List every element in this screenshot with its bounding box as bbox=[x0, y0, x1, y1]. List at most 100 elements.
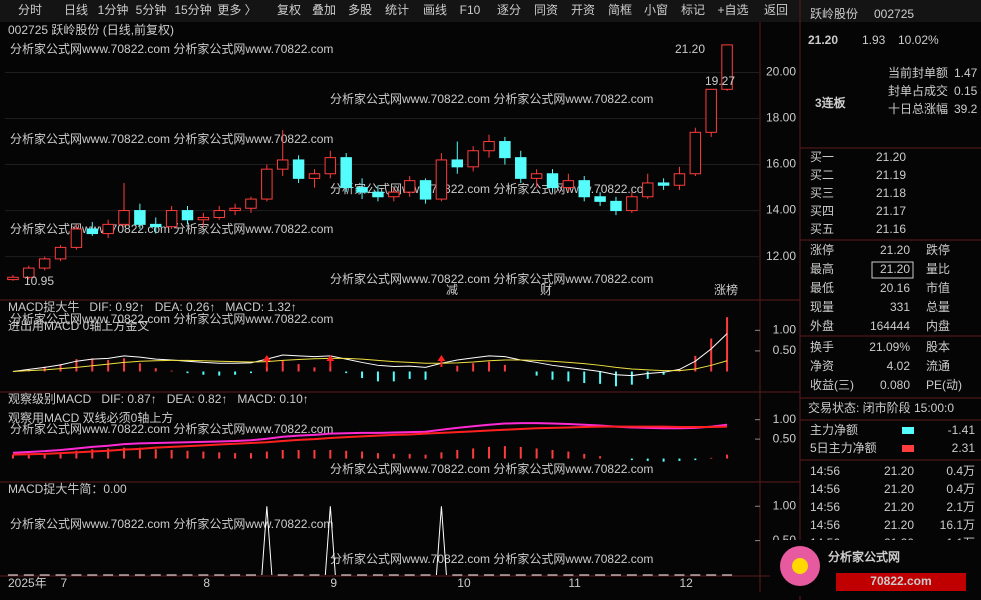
trade-status: 交易状态: 闭市阶段 15:00:0 bbox=[808, 400, 954, 415]
cell-label: 总量 bbox=[926, 300, 950, 314]
annotation: 19.27 bbox=[705, 74, 735, 88]
cell-value: 21.20 bbox=[880, 262, 910, 276]
candle-body bbox=[515, 157, 527, 179]
y-tick-label: 0.50 bbox=[773, 431, 797, 445]
candle-body bbox=[213, 210, 225, 218]
price: 21.20 bbox=[808, 33, 838, 47]
stat-value: 0.15 bbox=[954, 84, 978, 98]
candle-body bbox=[54, 246, 67, 260]
cell-label: 内盘 bbox=[926, 318, 950, 333]
toolbar-tab[interactable]: 统计 bbox=[385, 3, 409, 17]
toolbar-tab[interactable]: 1分钟 bbox=[98, 2, 129, 17]
toolbar-tab[interactable]: 开资 bbox=[571, 3, 595, 17]
candle-body bbox=[197, 216, 210, 221]
candle-body bbox=[118, 210, 130, 225]
candle-body bbox=[181, 210, 194, 221]
candle-body bbox=[372, 191, 384, 198]
tick-vol: 0.4万 bbox=[946, 464, 975, 478]
x-tick-label: 10 bbox=[457, 576, 471, 590]
pct: 10.02% bbox=[898, 33, 939, 47]
candle-body bbox=[626, 196, 638, 212]
toolbar-tab[interactable]: F10 bbox=[460, 3, 481, 17]
toolbar-tab[interactable]: 多股 bbox=[348, 3, 372, 17]
annotation: 21.20 bbox=[675, 42, 705, 56]
candle-body bbox=[388, 191, 400, 198]
signal-arrow bbox=[326, 355, 335, 367]
watermark: 分析家公式网www.70822.com 分析家公式网www.70822.com bbox=[10, 421, 333, 436]
x-tick-label: 2025年 bbox=[8, 576, 47, 590]
toolbar-tab[interactable]: 15分钟 bbox=[174, 2, 211, 17]
streak: 3连板 bbox=[815, 95, 847, 110]
toolbar-tab[interactable]: 逐分 bbox=[497, 3, 521, 17]
candle-body bbox=[435, 159, 448, 200]
toolbar-tab[interactable]: 复权 bbox=[277, 3, 301, 17]
toolbar-tab[interactable]: 5分钟 bbox=[136, 2, 167, 17]
logo-flower-center bbox=[792, 558, 808, 574]
candle-body bbox=[86, 228, 99, 235]
candle-body bbox=[530, 173, 543, 179]
toolbar-tab[interactable]: 更多 〉 bbox=[217, 3, 256, 17]
stat-value: 1.47 bbox=[954, 66, 978, 80]
y-tick-label: 20.00 bbox=[766, 65, 796, 79]
flow-label: 5日主力净额 bbox=[810, 441, 877, 455]
candle-body bbox=[657, 182, 670, 186]
bid-label: 买三 bbox=[810, 186, 834, 200]
toolbar-tab[interactable]: 标记 bbox=[681, 3, 705, 17]
tick-time: 14:56 bbox=[810, 500, 840, 514]
y-tick-label: 18.00 bbox=[766, 111, 796, 125]
tick-price: 21.20 bbox=[884, 464, 914, 478]
bid-label: 买二 bbox=[810, 168, 834, 182]
tick-price: 21.20 bbox=[884, 518, 914, 532]
candle-body bbox=[403, 180, 416, 193]
toolbar-tab[interactable]: 小窗 bbox=[644, 3, 668, 17]
cell-label: 市值 bbox=[926, 280, 950, 295]
cell-label: 现量 bbox=[810, 300, 834, 314]
cell-value: 4.02 bbox=[887, 359, 911, 373]
cell-label: 股本 bbox=[926, 340, 950, 354]
toolbar-tab[interactable]: 分时 bbox=[18, 3, 42, 17]
tick-time: 14:56 bbox=[810, 482, 840, 496]
cell-value: 0.080 bbox=[880, 378, 910, 392]
toolbar-tab[interactable]: +自选 bbox=[717, 3, 748, 17]
logo-url: 70822.com bbox=[870, 574, 931, 588]
candle-body bbox=[483, 141, 495, 152]
panel-header: DEA: 0.82↑ bbox=[167, 392, 228, 406]
toolbar-tab[interactable]: 画线 bbox=[423, 3, 447, 17]
candle-body bbox=[70, 228, 83, 248]
candle-body bbox=[276, 159, 289, 170]
candle-body bbox=[356, 187, 368, 193]
event-tag: 减 bbox=[446, 283, 458, 297]
toolbar-tab[interactable]: 简框 bbox=[608, 3, 632, 17]
candle-body bbox=[229, 207, 241, 212]
toolbar-tab[interactable]: 同资 bbox=[534, 3, 558, 17]
cell-label: 跌停 bbox=[926, 242, 950, 257]
toolbar-tab[interactable]: 叠加 bbox=[312, 3, 336, 17]
x-tick-label: 7 bbox=[61, 576, 68, 590]
candle-body bbox=[451, 159, 464, 168]
stat-value: 39.2 bbox=[954, 102, 978, 116]
candle-body bbox=[610, 200, 622, 212]
tick-time: 14:56 bbox=[810, 464, 840, 478]
cell-value: 164444 bbox=[870, 319, 910, 333]
bid-price: 21.17 bbox=[876, 204, 906, 218]
candle-body bbox=[23, 267, 35, 278]
bid-label: 买五 bbox=[810, 222, 834, 236]
indicator-line bbox=[12, 425, 728, 456]
flow-label: 主力净额 bbox=[810, 423, 858, 437]
panel-header: MACD: 1.32↑ bbox=[225, 300, 296, 314]
flow-swatch bbox=[902, 445, 914, 452]
tick-time: 14:56 bbox=[810, 518, 840, 532]
candle-body bbox=[134, 210, 146, 225]
panel-note: 进出用MACD 0轴上方金叉 bbox=[8, 318, 149, 333]
cell-label: 最低 bbox=[810, 281, 834, 295]
y-tick-label: 14.00 bbox=[766, 203, 796, 217]
y-tick-label: 12.00 bbox=[766, 249, 796, 263]
highlight-box bbox=[871, 261, 914, 279]
toolbar-tab[interactable]: 日线 bbox=[64, 3, 88, 17]
y-tick-label: 1.00 bbox=[773, 498, 797, 512]
toolbar-tab[interactable]: 返回 bbox=[764, 3, 788, 17]
toolbar-bg bbox=[0, 0, 981, 22]
bid-label: 买四 bbox=[810, 204, 834, 218]
stock-name: 跃岭股份 bbox=[810, 7, 858, 21]
candle-body bbox=[546, 173, 559, 189]
